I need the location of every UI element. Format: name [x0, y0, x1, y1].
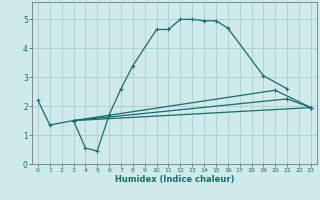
X-axis label: Humidex (Indice chaleur): Humidex (Indice chaleur)	[115, 175, 234, 184]
